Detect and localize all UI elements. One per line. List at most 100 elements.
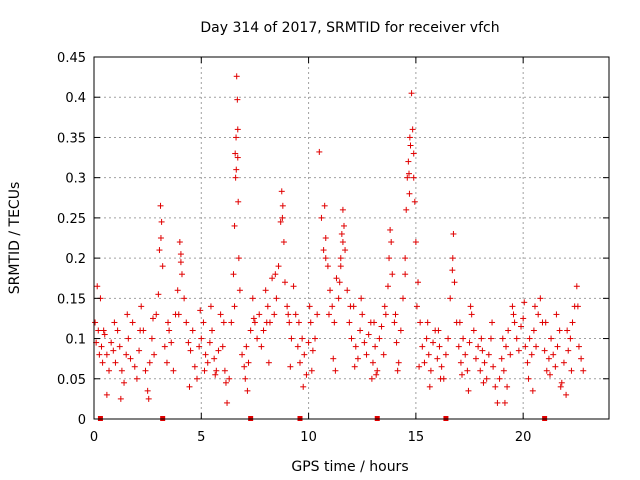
data-point [133, 375, 140, 382]
data-point [361, 339, 368, 346]
data-point [573, 283, 580, 290]
data-point [136, 347, 143, 354]
data-point [322, 255, 329, 262]
data-point [393, 339, 400, 346]
data-point [567, 335, 574, 342]
data-point [560, 359, 567, 366]
data-point [245, 359, 252, 366]
x-tick-label: 15 [408, 430, 425, 445]
data-point [198, 335, 205, 342]
data-point [415, 279, 422, 286]
data-point [332, 367, 339, 374]
data-point [221, 367, 228, 374]
data-point [553, 311, 560, 318]
data-point [344, 287, 351, 294]
data-point [423, 335, 430, 342]
data-point [144, 387, 151, 394]
data-point [95, 327, 102, 334]
data-point [228, 319, 235, 326]
data-point [151, 351, 158, 358]
data-point [419, 343, 426, 350]
data-point [103, 351, 110, 358]
data-point [351, 363, 358, 370]
data-point [526, 335, 533, 342]
data-point [305, 339, 312, 346]
data-point [150, 315, 157, 322]
data-point [330, 355, 337, 362]
y-tick-label: 0.45 [57, 51, 86, 66]
data-point [563, 391, 570, 398]
data-point [462, 351, 469, 358]
data-point [451, 279, 458, 286]
data-point [137, 327, 144, 334]
data-point [392, 311, 399, 318]
data-point [281, 279, 288, 286]
y-tick-label: 0.35 [57, 131, 86, 146]
data-point [395, 359, 402, 366]
data-point [308, 367, 315, 374]
data-point [327, 287, 334, 294]
data-point [466, 339, 473, 346]
data-point [314, 311, 321, 318]
data-point [384, 283, 391, 290]
data-point [424, 319, 431, 326]
data-point [220, 319, 227, 326]
data-point [404, 174, 411, 181]
data-point [279, 202, 286, 209]
data-point [480, 379, 487, 386]
data-point [492, 383, 499, 390]
data-point [485, 351, 492, 358]
data-point [554, 343, 561, 350]
data-point [505, 327, 512, 334]
plot-frame [93, 56, 610, 420]
data-point [176, 239, 183, 246]
data-point [106, 367, 113, 374]
data-point [288, 335, 295, 342]
data-point [434, 355, 441, 362]
data-point [278, 188, 285, 195]
data-point [175, 311, 182, 318]
data-point [337, 255, 344, 262]
y-tick-label: 0.05 [57, 373, 86, 388]
data-point [557, 383, 564, 390]
data-point [262, 287, 269, 294]
data-point [239, 351, 246, 358]
data-point [403, 206, 410, 213]
data-point [100, 327, 107, 334]
data-point [410, 174, 417, 181]
data-point [235, 255, 242, 262]
data-point [321, 202, 328, 209]
data-point [417, 319, 424, 326]
data-point [111, 319, 118, 326]
data-point [411, 198, 418, 205]
data-point [354, 355, 361, 362]
data-point [322, 235, 329, 241]
data-point [194, 375, 200, 382]
data-point [436, 343, 443, 350]
data-point [416, 363, 423, 370]
data-point [234, 126, 241, 133]
data-point [357, 327, 364, 334]
data-point [206, 339, 213, 346]
data-point [391, 319, 398, 326]
data-point [378, 323, 385, 330]
data-point [426, 383, 433, 390]
data-point [409, 126, 416, 133]
data-point [217, 311, 224, 318]
data-point [251, 319, 258, 326]
data-point [543, 367, 550, 374]
data-point [236, 287, 243, 294]
data-point [201, 367, 208, 374]
data-point [234, 96, 241, 103]
data-point [371, 319, 378, 326]
data-point [410, 150, 417, 157]
data-point [529, 387, 536, 394]
data-point [177, 251, 184, 258]
data-point [468, 311, 475, 318]
x-axis-label: GPS time / hours [291, 459, 408, 475]
data-point [292, 311, 299, 318]
data-point [333, 275, 340, 282]
data-point [405, 158, 412, 165]
data-point [300, 383, 307, 390]
